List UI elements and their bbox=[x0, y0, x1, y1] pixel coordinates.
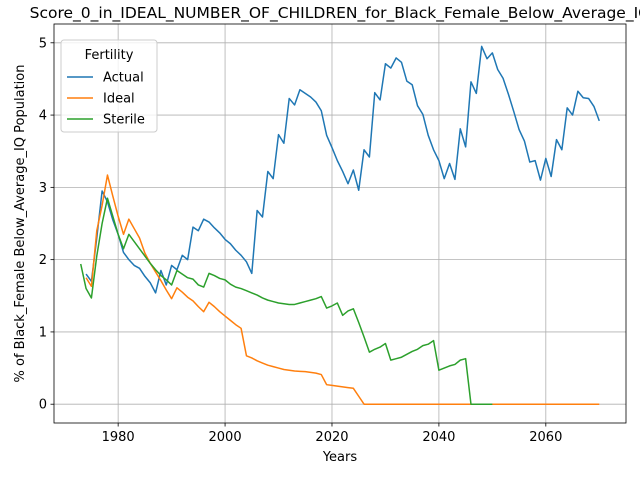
y-tick-label: 3 bbox=[39, 181, 47, 196]
legend: Fertility Actual Ideal Sterile bbox=[60, 39, 158, 133]
series-line-ideal bbox=[85, 174, 600, 405]
grid bbox=[54, 24, 626, 423]
y-tick-label: 5 bbox=[39, 36, 47, 51]
y-tick-label: 1 bbox=[39, 325, 47, 340]
x-tick-label: 2020 bbox=[315, 430, 348, 445]
plot-frame bbox=[53, 23, 627, 424]
legend-title: Fertility bbox=[85, 48, 134, 63]
x-tick-label: 2060 bbox=[529, 430, 562, 445]
y-tick-label: 0 bbox=[39, 398, 47, 413]
x-tick-label: 2040 bbox=[422, 430, 455, 445]
y-axis-label: % of Black_Female Below_Average_IQ Popul… bbox=[13, 65, 28, 383]
legend-label-sterile: Sterile bbox=[103, 113, 145, 128]
series-line-actual bbox=[85, 45, 600, 294]
y-axis: 0 1 2 3 4 5 bbox=[39, 36, 54, 413]
legend-box bbox=[60, 39, 158, 133]
x-tick-label: 2000 bbox=[209, 430, 242, 445]
series-group bbox=[79, 45, 600, 405]
x-axis: 1980 2000 2020 2040 2060 bbox=[102, 423, 562, 445]
y-tick-label: 2 bbox=[39, 253, 47, 268]
series-line-sterile bbox=[79, 197, 493, 405]
x-axis-label: Years bbox=[322, 450, 358, 465]
x-tick-label: 1980 bbox=[102, 430, 135, 445]
y-tick-label: 4 bbox=[39, 109, 47, 124]
legend-label-ideal: Ideal bbox=[103, 92, 135, 107]
chart-title: Score_0_in_IDEAL_NUMBER_OF_CHILDREN_for_… bbox=[30, 4, 640, 23]
legend-label-actual: Actual bbox=[103, 71, 144, 86]
